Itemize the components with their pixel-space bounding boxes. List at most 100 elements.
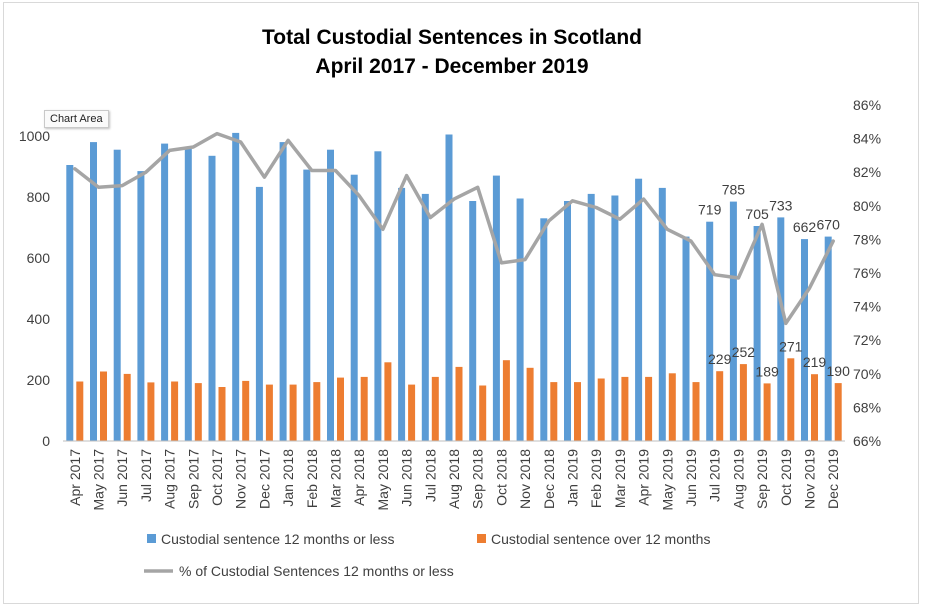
x-axis-tick: Aug 2018 (446, 449, 462, 509)
left-axis-tick: 800 (27, 189, 51, 205)
label-12m-or-less-29: 785 (722, 182, 746, 198)
legend-swatch-2 (477, 534, 486, 543)
bar-12m-or-less-8 (232, 132, 240, 441)
x-axis-tick: Sep 2017 (185, 449, 201, 509)
x-axis-tick: Mar 2018 (328, 449, 344, 508)
bar-over-12m-27 (692, 382, 700, 441)
chart-title: Total Custodial Sentences in Scotland (262, 26, 642, 49)
bar-12m-or-less-12 (327, 149, 334, 441)
x-axis-tick: Jun 2019 (683, 449, 699, 507)
label-12m-or-less-28: 719 (698, 202, 722, 218)
label-12m-or-less-30: 705 (745, 206, 769, 222)
bar-over-12m-32 (811, 374, 818, 441)
bar-12m-or-less-5 (161, 143, 169, 441)
bar-over-12m-10 (289, 384, 297, 441)
label-over-12m-31: 271 (779, 338, 803, 354)
x-axis-tick: Jul 2017 (138, 449, 154, 502)
bar-12m-or-less-23 (587, 193, 595, 441)
bar-over-12m-18 (479, 385, 487, 441)
bar-12m-or-less-11 (303, 169, 311, 441)
x-axis-tick: Apr 2017 (67, 449, 83, 506)
right-axis-tick: 86% (853, 97, 881, 113)
right-axis-tick: 72% (853, 332, 881, 348)
legend: Custodial sentence 12 months or less Cust… (144, 531, 710, 579)
bar-over-12m-31 (787, 358, 795, 441)
right-axis-tick: 66% (853, 433, 881, 449)
bar-12m-or-less-32 (801, 239, 808, 441)
x-axis-tick: Dec 2019 (825, 449, 841, 509)
x-axis-tick: Apr 2019 (636, 449, 652, 506)
bar-12m-or-less-26 (658, 187, 666, 441)
axes-layer: 0 200 400 600 800 1000 66% 68% 70% 72% 74% 76% 78% 80… (19, 97, 881, 510)
x-axis-tick: Jan 2018 (280, 449, 296, 507)
bar-12m-or-less-10 (279, 142, 287, 441)
bar-over-12m-21 (550, 382, 558, 441)
bar-over-12m-17 (455, 366, 463, 441)
x-axis-tick: May 2017 (91, 449, 107, 511)
right-axis-tick: 70% (853, 366, 881, 382)
x-axis-tick: Sep 2018 (470, 449, 486, 509)
chart-frame[interactable] (3, 2, 919, 604)
legend-label-1: Custodial sentence 12 months or less (161, 531, 394, 547)
right-axis-tick: 76% (853, 265, 881, 281)
label-over-12m-28: 229 (708, 351, 732, 367)
x-axis-tick: Oct 2018 (493, 449, 509, 506)
left-axis-tick: 400 (27, 311, 51, 327)
right-axis-tick: 78% (853, 231, 881, 247)
x-axis-tick: Aug 2017 (162, 449, 178, 509)
bar-12m-or-less-28 (706, 221, 714, 441)
bar-over-12m-16 (431, 376, 439, 441)
right-axis-tick: 82% (853, 164, 881, 180)
x-axis-tick: May 2018 (375, 449, 391, 511)
right-axis-tick: 68% (853, 399, 881, 415)
bar-over-12m-19 (502, 360, 510, 441)
bar-over-12m-6 (194, 383, 202, 441)
bar-12m-or-less-13 (350, 174, 358, 441)
bar-over-12m-13 (360, 376, 368, 441)
bar-12m-or-less-25 (635, 178, 643, 441)
bar-12m-or-less-29 (729, 201, 737, 441)
bar-over-12m-2 (100, 371, 107, 441)
bar-12m-or-less-31 (777, 217, 785, 441)
bar-over-12m-7 (218, 387, 226, 441)
bar-over-12m-22 (574, 382, 581, 441)
bar-over-12m-12 (337, 377, 344, 441)
bar-over-12m-24 (621, 376, 629, 441)
x-axis-tick: Jul 2019 (707, 449, 723, 502)
x-axis-tick: Dec 2017 (256, 449, 272, 509)
left-axis-tick: 1000 (19, 128, 50, 144)
bar-12m-or-less-22 (564, 201, 571, 441)
bar-over-12m-25 (645, 376, 653, 441)
bar-over-12m-23 (597, 378, 605, 441)
bar-12m-or-less-24 (611, 195, 619, 441)
legend-label-3: % of Custodial Sentences 12 months or le… (179, 563, 454, 579)
bar-12m-or-less-1 (66, 165, 74, 441)
bar-12m-or-less-30 (753, 226, 761, 441)
bar-over-12m-1 (76, 381, 84, 441)
x-axis-tick: Mar 2019 (612, 449, 628, 508)
bar-over-12m-33 (834, 383, 842, 441)
x-axis-tick: Jan 2019 (565, 449, 581, 507)
bar-over-12m-14 (384, 362, 392, 441)
bar-12m-or-less-3 (113, 149, 121, 441)
x-axis-tick: Nov 2019 (802, 449, 818, 509)
bar-over-12m-11 (313, 382, 321, 441)
bar-12m-or-less-6 (184, 148, 192, 441)
bar-over-12m-30 (763, 383, 771, 441)
x-axis-tick: Dec 2018 (541, 449, 557, 509)
bar-12m-or-less-18 (469, 201, 477, 441)
label-over-12m-33: 190 (827, 363, 851, 379)
left-axis-tick: 200 (27, 372, 51, 388)
x-axis-tick: Aug 2019 (730, 449, 746, 509)
bar-12m-or-less-16 (421, 193, 429, 441)
bar-12m-or-less-33 (824, 236, 832, 441)
x-axis-tick: Oct 2019 (778, 449, 794, 506)
right-axis-tick: 80% (853, 198, 881, 214)
x-axis-tick: Nov 2017 (233, 449, 249, 509)
x-axis-tick: Apr 2018 (351, 449, 367, 506)
bar-over-12m-5 (171, 381, 179, 441)
legend-swatch-1 (147, 534, 156, 543)
label-12m-or-less-31: 733 (769, 197, 793, 213)
